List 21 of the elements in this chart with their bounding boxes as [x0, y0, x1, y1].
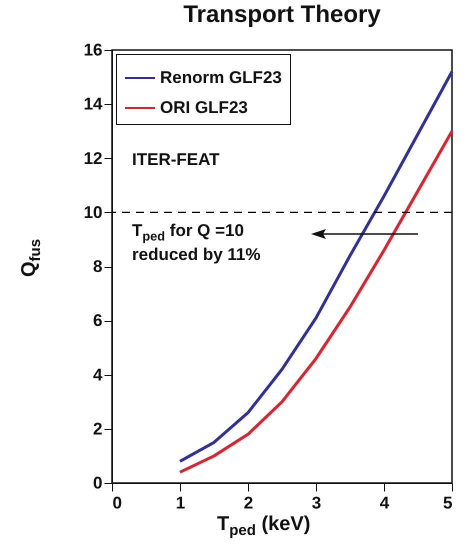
y-tick-label: 6: [93, 311, 102, 330]
y-tick-label: 12: [84, 148, 102, 168]
y-tick-label: 14: [84, 94, 104, 114]
chart-title: Transport Theory: [183, 1, 382, 28]
x-axis-title: T$_{ped}$ (keV): [217, 513, 310, 539]
x-tick-label: 1: [176, 494, 186, 512]
y-tick-label: 10: [84, 202, 102, 222]
y-tick-label: 2: [93, 419, 102, 438]
x-tick-label: 3: [312, 494, 322, 512]
x-tick-label: 2: [244, 494, 254, 512]
annotation: T$_{ped}$ for Q =10 reduced by 11%: [132, 220, 262, 266]
y-tick-label: 0: [93, 474, 102, 492]
x-tick-label: 0: [112, 494, 122, 512]
y-tick-label: 4: [93, 365, 104, 384]
legend-label: Renorm GLF23: [160, 68, 282, 87]
annotation: ITER-FEAT: [132, 150, 220, 170]
legend-label: ORI GLF23: [160, 98, 248, 117]
x-tick-label: 5: [443, 494, 452, 512]
y-tick-label: 8: [93, 257, 102, 276]
x-tick-label: 4: [380, 494, 390, 512]
y-tick-label: 16: [84, 40, 102, 60]
